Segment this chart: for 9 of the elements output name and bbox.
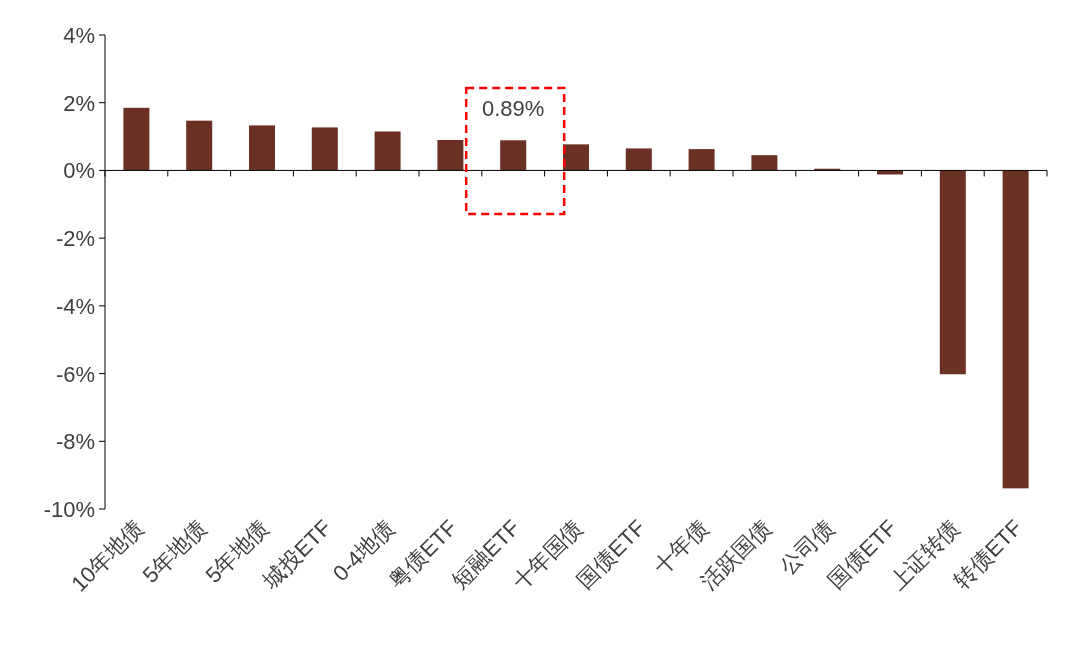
- y-tick-label: 4%: [63, 23, 95, 48]
- y-tick-label: -6%: [55, 361, 95, 387]
- y-tick-label: -4%: [55, 293, 95, 319]
- data-label: 0.89%: [482, 96, 545, 122]
- y-tick-label: -2%: [55, 226, 95, 252]
- y-tick-label: -10%: [43, 497, 95, 522]
- y-tick-label: 0%: [63, 158, 95, 184]
- y-tick-label: -8%: [55, 429, 95, 455]
- y-tick-label: 2%: [63, 90, 95, 116]
